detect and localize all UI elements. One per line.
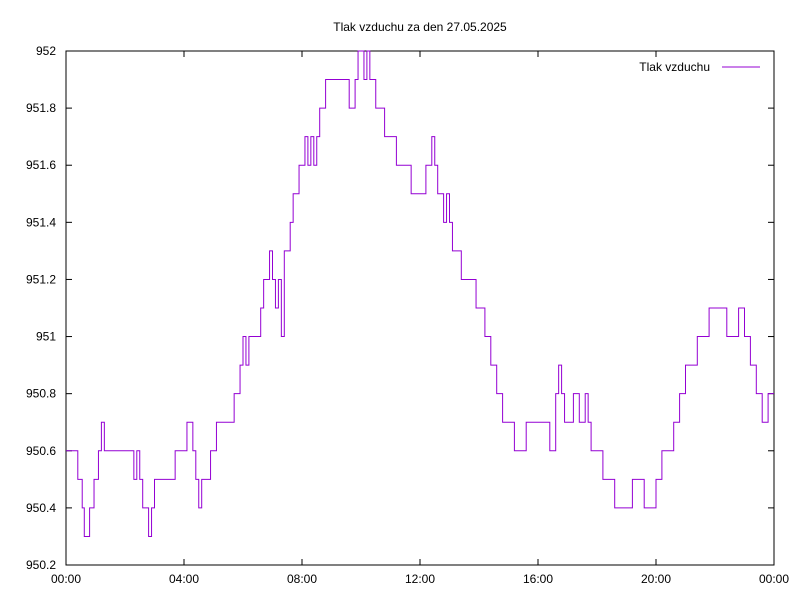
x-tick-label: 00:00 xyxy=(51,572,81,586)
axis-ticks xyxy=(65,50,775,566)
x-tick-label: 12:00 xyxy=(405,572,435,586)
axis-tick-labels: 950.2 950.4 950.6 950.8 951 951.2 951.4 951.6 95… xyxy=(26,44,789,586)
y-tick-label: 951.6 xyxy=(26,158,56,172)
plot-frame xyxy=(65,50,775,566)
y-tick-label: 952 xyxy=(36,44,56,58)
y-tick-label: 950.2 xyxy=(26,558,56,572)
legend-label: Tlak vzduchu xyxy=(639,60,710,74)
x-tick-label: 20:00 xyxy=(641,572,671,586)
y-tick-label: 951 xyxy=(36,330,56,344)
y-tick-label: 951.8 xyxy=(26,101,56,115)
x-tick-label: 16:00 xyxy=(523,572,553,586)
series-line-tlak-vzduchu xyxy=(66,50,774,537)
y-tick-label: 950.4 xyxy=(26,501,56,515)
chart-title: Tlak vzduchu za den 27.05.2025 xyxy=(333,20,507,34)
legend: Tlak vzduchu xyxy=(639,60,760,74)
x-tick-label: 04:00 xyxy=(169,572,199,586)
x-tick-label: 08:00 xyxy=(287,572,317,586)
y-tick-label: 950.8 xyxy=(26,387,56,401)
x-tick-label: 00:00 xyxy=(759,572,789,586)
y-tick-label: 951.2 xyxy=(26,272,56,286)
y-tick-label: 950.6 xyxy=(26,444,56,458)
y-tick-label: 951.4 xyxy=(26,215,56,229)
